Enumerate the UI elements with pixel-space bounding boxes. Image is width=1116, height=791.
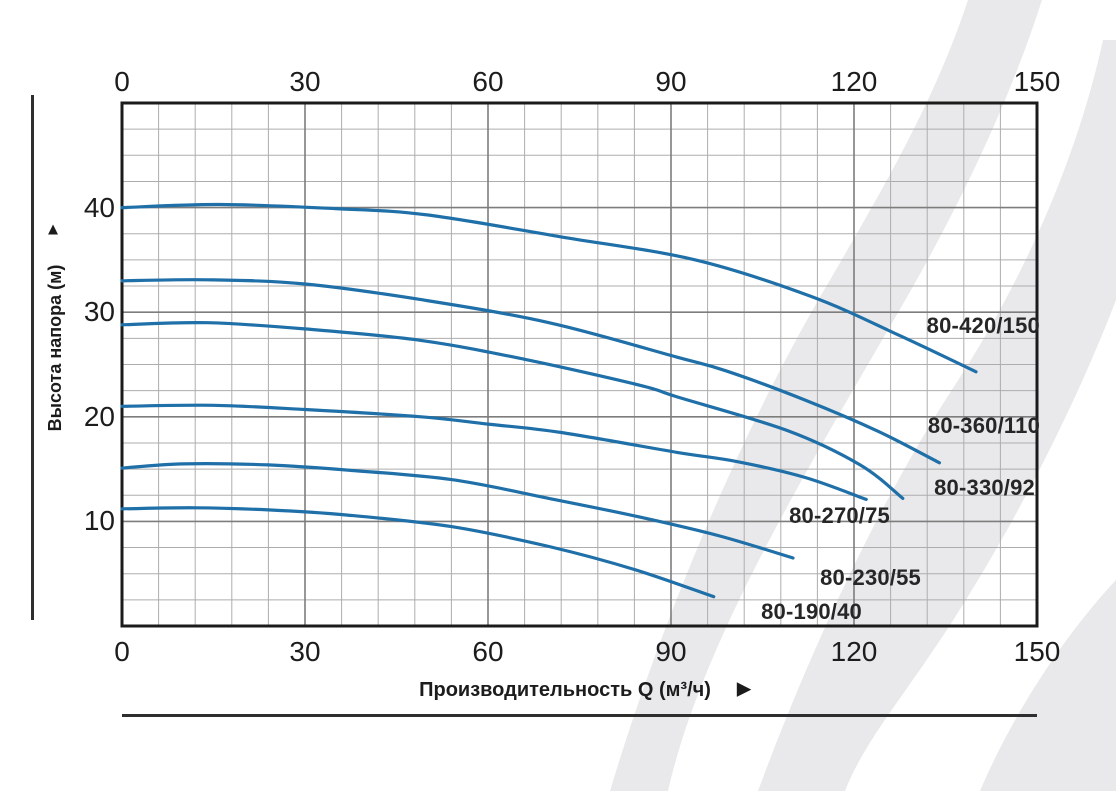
tick-label-0: 0 [114,636,130,667]
x-axis-arrow-right-icon: ▶ [736,678,752,700]
tick-label-20: 20 [83,400,115,432]
y-axis-arrow-up-icon: ▲ [44,219,62,239]
watermark-band-2 [758,40,1116,791]
tick-label-60: 60 [472,66,504,97]
grid-major-lines [122,103,1037,626]
curve-label-80-190/40: 80-190/40 [761,599,862,624]
tick-label-150: 150 [1013,66,1061,97]
tick-label-90: 90 [655,636,687,667]
x-axis-line [122,714,1037,717]
pump-curve-80-190/40 [120,506,716,599]
tick-label-90: 90 [655,66,687,97]
tick-label-120: 120 [830,636,878,667]
curve-label-80-270/75: 80-270/75 [789,503,890,528]
pump-curve-80-230/55 [120,462,795,560]
tick-label-10: 10 [83,505,115,537]
tick-label-60: 60 [472,636,504,667]
tick-label-30: 30 [289,66,321,97]
plot-border [120,101,1039,628]
tick-label-30: 30 [289,636,321,667]
curve-label-80-230/55: 80-230/55 [820,565,921,590]
curve-label-80-330/92: 80-330/92 [934,475,1035,500]
y-axis-line [31,95,34,620]
pump-curve-80-420/150 [120,202,978,374]
watermark-band-1 [610,0,1042,791]
pump-curves [120,202,978,599]
tick-label-150: 150 [1013,636,1061,667]
pump-curve-80-270/75 [120,403,868,501]
tick-label-120: 120 [830,66,878,97]
watermark-band-3 [980,580,1116,791]
y-axis-title: Высота напора (м) [45,264,65,432]
tick-label-0: 0 [114,66,130,97]
tick-label-40: 40 [83,191,115,223]
pump-curve-80-330/92 [120,320,905,500]
x-axis-title: Производительность Q (м³/ч) [419,679,711,701]
grid-minor-lines [122,103,1037,626]
curve-label-80-420/150: 80-420/150 [926,313,1040,338]
pump-curve-80-360/110 [120,278,941,465]
tick-label-30: 30 [83,296,115,328]
curve-label-80-360/110: 80-360/110 [927,413,1040,438]
